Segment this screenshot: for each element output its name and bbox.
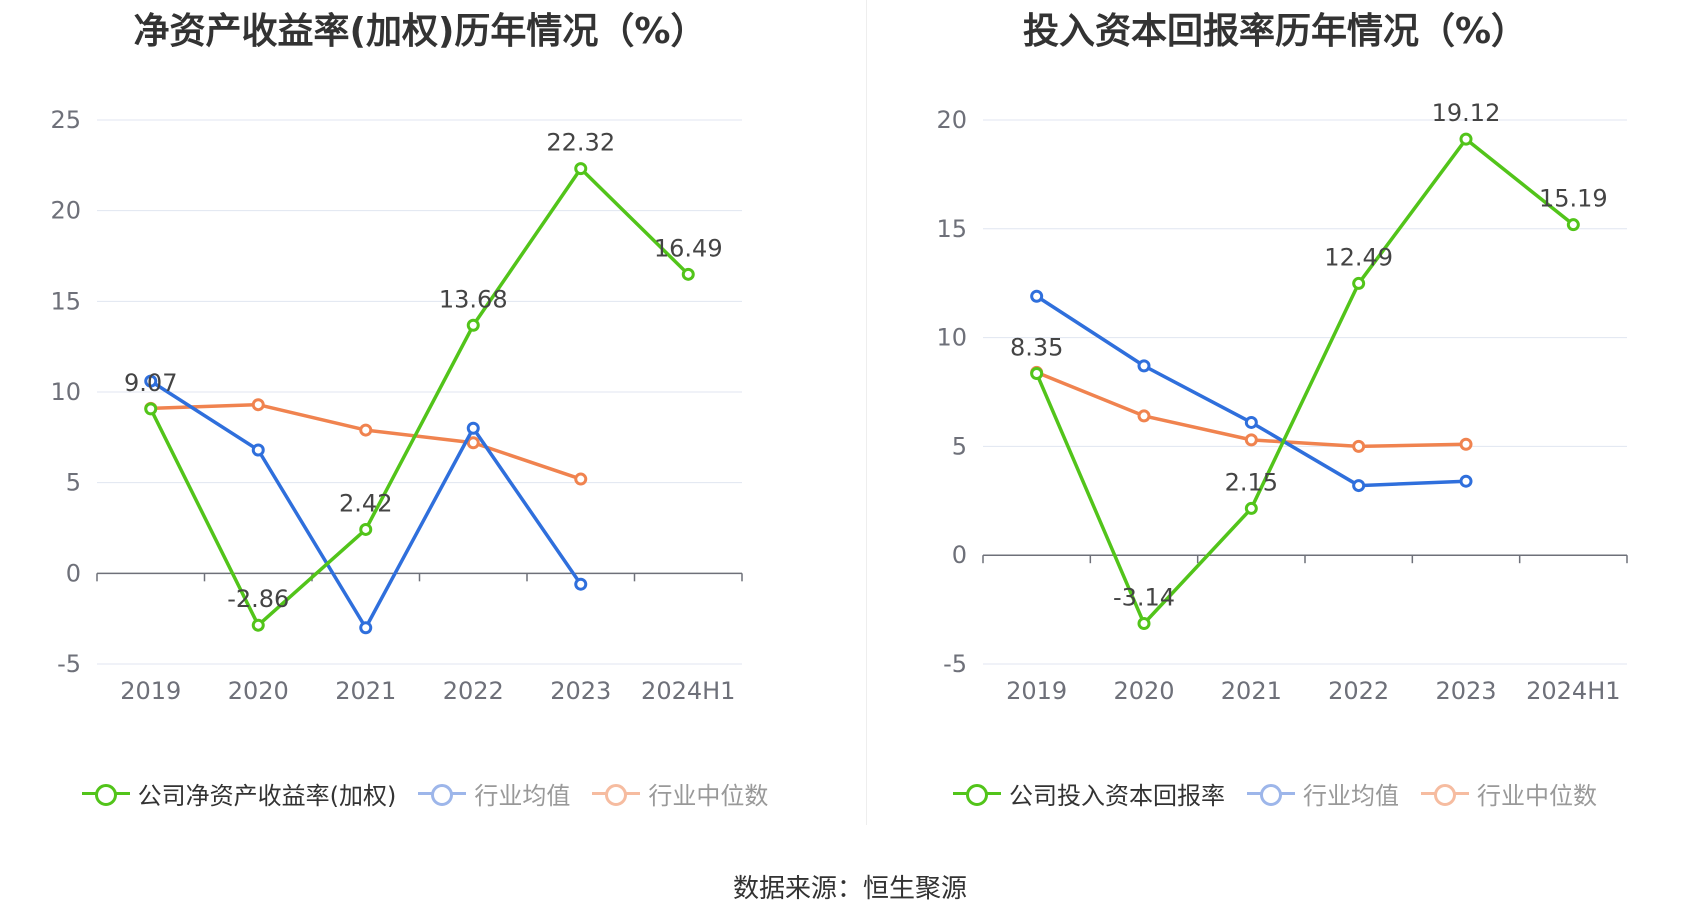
legend-item-company-roe[interactable]: 公司净资产收益率(加权) (81, 776, 397, 811)
x-tick-label: 2021 (1221, 677, 1282, 705)
data-point-industry-median (1459, 437, 1473, 451)
y-tick-label: 15 (936, 215, 967, 243)
data-label-company: 15.19 (1539, 185, 1608, 213)
x-tick-label: 2023 (550, 677, 611, 705)
roic-chart-title: 投入资本回报率历年情况（%） (1022, 11, 1528, 52)
data-point-company (1566, 218, 1580, 232)
data-point-industry-avg (1244, 415, 1258, 429)
legend-swatch-company (81, 783, 130, 806)
y-tick-label: 10 (936, 324, 967, 352)
roic-line-chart: 20 15 10 5 0 -5 2019 2020 2021 2022 2023 2024H1 8.35… (936, 99, 1628, 705)
series-line-company (149, 166, 690, 627)
data-point-company (681, 267, 695, 281)
y-tick-label: -5 (943, 650, 967, 678)
x-tick-label: 2019 (120, 677, 181, 705)
data-point-industry-median (1244, 433, 1258, 447)
data-label-company: 8.35 (1010, 334, 1063, 362)
x-tick-label: 2020 (228, 677, 289, 705)
data-source-note: 数据来源：恒生聚源 (732, 874, 967, 904)
data-point-company (144, 402, 158, 416)
roe-chart-panel: 净资产收益率(加权)历年情况（%） 25 20 15 10 5 0 -5 2019 2020 20… (0, 0, 850, 830)
legend-swatch-median (592, 783, 641, 806)
data-label-company: 9.07 (124, 369, 177, 397)
data-point-industry-avg (1459, 474, 1473, 488)
x-tick-label: 2024H1 (641, 677, 735, 705)
x-tick-label: 2024H1 (1526, 677, 1620, 705)
roe-legend: 公司净资产收益率(加权) 行业均值 行业中位数 (0, 776, 850, 811)
data-label-company: 22.32 (546, 129, 615, 157)
data-point-industry-median (1352, 439, 1366, 453)
data-point-industry-median (466, 436, 480, 450)
data-label-company: -2.86 (227, 585, 289, 613)
data-point-company (1459, 132, 1473, 146)
roic-legend: 公司投入资本回报率 行业均值 行业中位数 (850, 776, 1700, 811)
panel-divider (866, 0, 867, 825)
y-tick-label: 20 (50, 197, 81, 225)
legend-swatch-company (953, 783, 1001, 806)
y-tick-label: 0 (952, 541, 967, 569)
data-point-company (1137, 617, 1151, 631)
data-point-industry-avg (359, 621, 373, 635)
legend-item-industry-avg[interactable]: 行业均值 (1247, 776, 1399, 811)
data-point-company (359, 522, 373, 536)
legend-label-industry-median: 行业中位数 (648, 782, 769, 810)
data-label-company: 16.49 (654, 234, 723, 262)
y-tick-label: 20 (936, 106, 967, 134)
data-label-company: 19.12 (1432, 99, 1501, 127)
data-point-industry-avg (574, 577, 588, 591)
series-line-industry-median (150, 402, 582, 481)
roe-line-chart: 25 20 15 10 5 0 -5 2019 2020 2021 2022 2023 2024H1 9.… (50, 106, 743, 705)
x-tick-label: 2022 (443, 677, 504, 705)
series-line-industry-avg (1035, 294, 1467, 488)
y-tick-label: 15 (50, 287, 81, 315)
legend-item-industry-avg[interactable]: 行业均值 (418, 776, 570, 811)
data-label-company: 2.15 (1225, 468, 1278, 496)
series-line-company (1035, 137, 1575, 626)
data-label-company: 13.68 (439, 285, 508, 313)
legend-label-industry-avg: 行业均值 (1303, 782, 1399, 810)
data-point-industry-median (359, 423, 373, 437)
x-tick-label: 2020 (1113, 677, 1174, 705)
y-tick-label: -5 (57, 650, 81, 678)
legend-item-company-roic[interactable]: 公司投入资本回报率 (953, 776, 1225, 811)
data-label-company: 12.49 (1324, 243, 1393, 271)
data-point-industry-avg (1352, 479, 1366, 493)
data-point-industry-median (574, 472, 588, 486)
data-point-company (466, 318, 480, 332)
data-point-industry-median (251, 398, 265, 412)
x-tick-label: 2022 (1328, 677, 1389, 705)
data-point-industry-avg (1137, 359, 1151, 373)
y-tick-label: 5 (66, 469, 81, 497)
y-tick-label: 0 (66, 559, 81, 587)
data-label-company: -3.14 (1113, 584, 1175, 612)
data-point-company (1352, 276, 1366, 290)
legend-item-industry-median[interactable]: 行业中位数 (592, 776, 768, 811)
data-label-company: 2.42 (339, 489, 392, 517)
legend-label-company-roe: 公司净资产收益率(加权) (137, 782, 397, 810)
legend-label-company-roic: 公司投入资本回报率 (1009, 782, 1225, 810)
y-tick-label: 10 (50, 378, 81, 406)
data-point-industry-avg (251, 443, 265, 457)
legend-swatch-avg (1247, 783, 1295, 806)
x-tick-label: 2019 (1006, 677, 1067, 705)
legend-item-industry-median[interactable]: 行业中位数 (1421, 776, 1597, 811)
y-tick-label: 25 (50, 106, 81, 134)
data-point-industry-median (1137, 409, 1151, 423)
legend-label-industry-avg: 行业均值 (474, 782, 571, 810)
data-point-industry-avg (1030, 289, 1044, 303)
data-point-company (251, 618, 265, 632)
x-tick-label: 2021 (335, 677, 396, 705)
legend-label-industry-median: 行业中位数 (1477, 782, 1597, 810)
data-point-company (1244, 501, 1258, 515)
data-point-company (574, 162, 588, 176)
legend-swatch-avg (418, 783, 467, 806)
roe-chart-title: 净资产收益率(加权)历年情况（%） (133, 11, 707, 52)
x-tick-label: 2023 (1435, 677, 1496, 705)
roic-chart-panel: 投入资本回报率历年情况（%） 20 15 10 5 0 -5 2019 2020 2021 202… (850, 0, 1700, 830)
data-point-industry-avg (144, 374, 158, 388)
data-point-company (1030, 367, 1044, 381)
data-point-industry-avg (466, 421, 480, 435)
y-tick-label: 5 (952, 432, 967, 460)
legend-swatch-median (1421, 783, 1469, 806)
